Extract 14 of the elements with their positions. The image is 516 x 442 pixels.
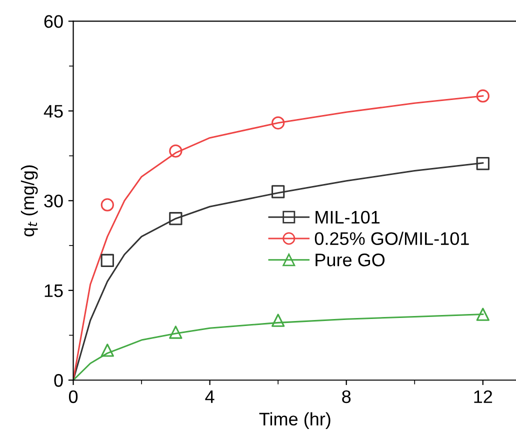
y-axis-title: q$_{t}$ (mg/g) — [20, 165, 38, 236]
legend-label: Pure GO — [316, 254, 385, 266]
y-tick-label: 60 — [44, 15, 63, 28]
legend-label: 0.25% GO/MIL-101 — [314, 232, 469, 245]
y-tick-label: 15 — [44, 284, 63, 298]
x-tick-label: 12 — [474, 390, 492, 403]
x-tick-label: 0 — [68, 390, 78, 404]
x-tick-label: 4 — [205, 390, 214, 403]
x-axis-title: Time (hr) — [259, 412, 330, 430]
x-tick-label: 8 — [342, 390, 351, 404]
y-tick-label: 30 — [44, 194, 63, 208]
y-tick-label: 0 — [54, 374, 63, 387]
y-tick-label: 45 — [44, 105, 63, 118]
legend-label: MIL-101 — [316, 210, 380, 224]
